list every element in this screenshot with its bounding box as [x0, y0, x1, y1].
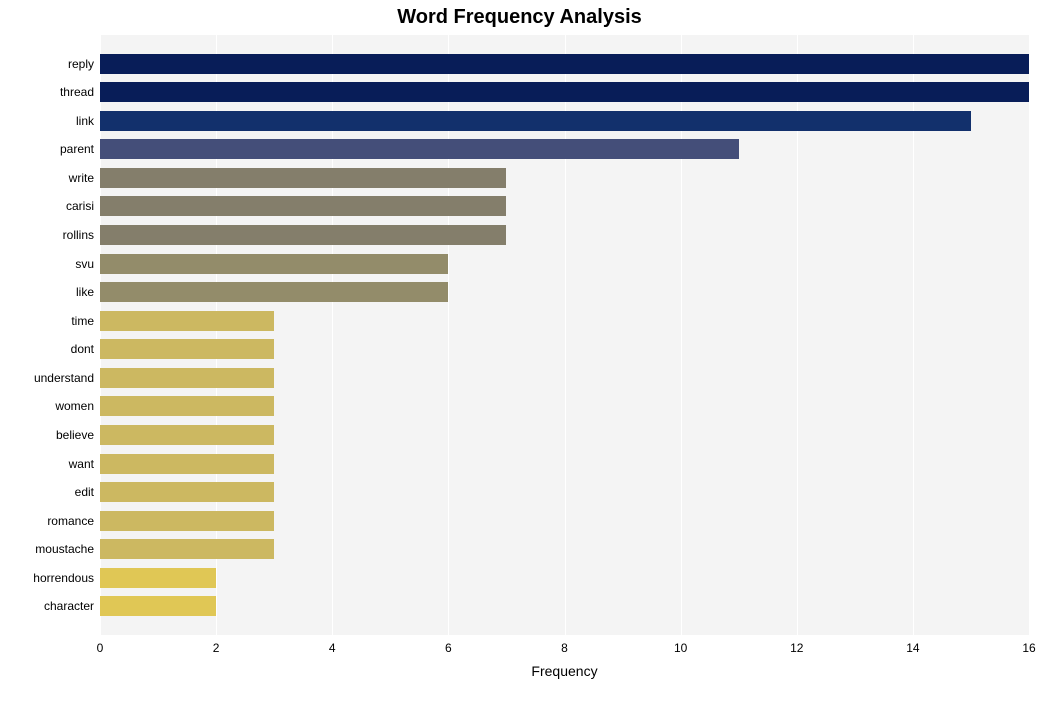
bar	[100, 225, 506, 245]
bar	[100, 339, 274, 359]
bar	[100, 396, 274, 416]
grid-line	[1029, 35, 1030, 635]
bar	[100, 425, 274, 445]
y-tick-label: edit	[75, 485, 94, 499]
plot-area: replythreadlinkparentwritecarisirollinss…	[100, 35, 1029, 635]
y-tick-label: reply	[68, 57, 94, 71]
bar	[100, 368, 274, 388]
y-tick-label: rollins	[63, 228, 94, 242]
bar	[100, 168, 506, 188]
bar	[100, 454, 274, 474]
y-tick-label: time	[71, 314, 94, 328]
chart-title: Word Frequency Analysis	[0, 6, 1039, 29]
bar	[100, 54, 1029, 74]
x-tick-label: 10	[674, 641, 687, 655]
bar	[100, 539, 274, 559]
x-tick-label: 0	[97, 641, 104, 655]
x-tick-label: 12	[790, 641, 803, 655]
y-tick-label: moustache	[35, 542, 94, 556]
y-tick-label: svu	[75, 257, 94, 271]
y-tick-label: women	[55, 399, 94, 413]
bars	[100, 35, 1029, 635]
x-tick-label: 14	[906, 641, 919, 655]
y-tick-label: link	[76, 114, 94, 128]
bar	[100, 82, 1029, 102]
x-tick-label: 2	[213, 641, 220, 655]
bar	[100, 254, 448, 274]
bar	[100, 139, 739, 159]
y-tick-label: write	[69, 171, 94, 185]
bar	[100, 568, 216, 588]
y-tick-label: believe	[56, 428, 94, 442]
y-tick-label: character	[44, 599, 94, 613]
bar	[100, 311, 274, 331]
y-tick-label: dont	[71, 342, 94, 356]
bar	[100, 282, 448, 302]
y-tick-label: parent	[60, 142, 94, 156]
x-axis-title: Frequency	[531, 663, 597, 679]
word-frequency-chart: Word Frequency Analysis replythreadlinkp…	[0, 0, 1039, 701]
y-tick-label: romance	[47, 514, 94, 528]
y-tick-label: want	[69, 457, 94, 471]
y-tick-label: thread	[60, 85, 94, 99]
y-tick-label: carisi	[66, 199, 94, 213]
x-tick-label: 6	[445, 641, 452, 655]
bar	[100, 196, 506, 216]
x-tick-label: 4	[329, 641, 336, 655]
bar	[100, 111, 971, 131]
bar	[100, 482, 274, 502]
y-tick-label: horrendous	[33, 571, 94, 585]
x-tick-label: 8	[561, 641, 568, 655]
x-tick-label: 16	[1022, 641, 1035, 655]
y-tick-label: like	[76, 285, 94, 299]
y-tick-label: understand	[34, 371, 94, 385]
bar	[100, 511, 274, 531]
bar	[100, 596, 216, 616]
